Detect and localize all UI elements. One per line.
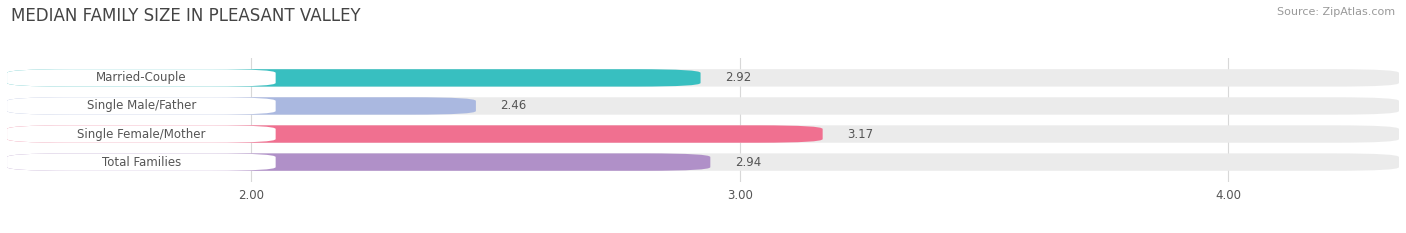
- Text: 2.46: 2.46: [501, 99, 527, 113]
- FancyBboxPatch shape: [7, 69, 700, 87]
- Text: 2.92: 2.92: [725, 71, 751, 84]
- FancyBboxPatch shape: [7, 125, 276, 143]
- FancyBboxPatch shape: [7, 97, 276, 115]
- FancyBboxPatch shape: [7, 97, 475, 115]
- Text: Single Female/Mother: Single Female/Mother: [77, 127, 205, 140]
- Text: Single Male/Father: Single Male/Father: [87, 99, 195, 113]
- Text: 3.17: 3.17: [846, 127, 873, 140]
- FancyBboxPatch shape: [7, 153, 276, 171]
- FancyBboxPatch shape: [7, 153, 1399, 171]
- Text: 2.94: 2.94: [735, 156, 761, 169]
- FancyBboxPatch shape: [7, 97, 1399, 115]
- Text: Married-Couple: Married-Couple: [96, 71, 187, 84]
- Text: Total Families: Total Families: [101, 156, 181, 169]
- Text: MEDIAN FAMILY SIZE IN PLEASANT VALLEY: MEDIAN FAMILY SIZE IN PLEASANT VALLEY: [11, 7, 361, 25]
- FancyBboxPatch shape: [7, 153, 710, 171]
- FancyBboxPatch shape: [7, 125, 823, 143]
- FancyBboxPatch shape: [7, 69, 1399, 87]
- Text: Source: ZipAtlas.com: Source: ZipAtlas.com: [1277, 7, 1395, 17]
- FancyBboxPatch shape: [7, 69, 276, 87]
- FancyBboxPatch shape: [7, 125, 1399, 143]
